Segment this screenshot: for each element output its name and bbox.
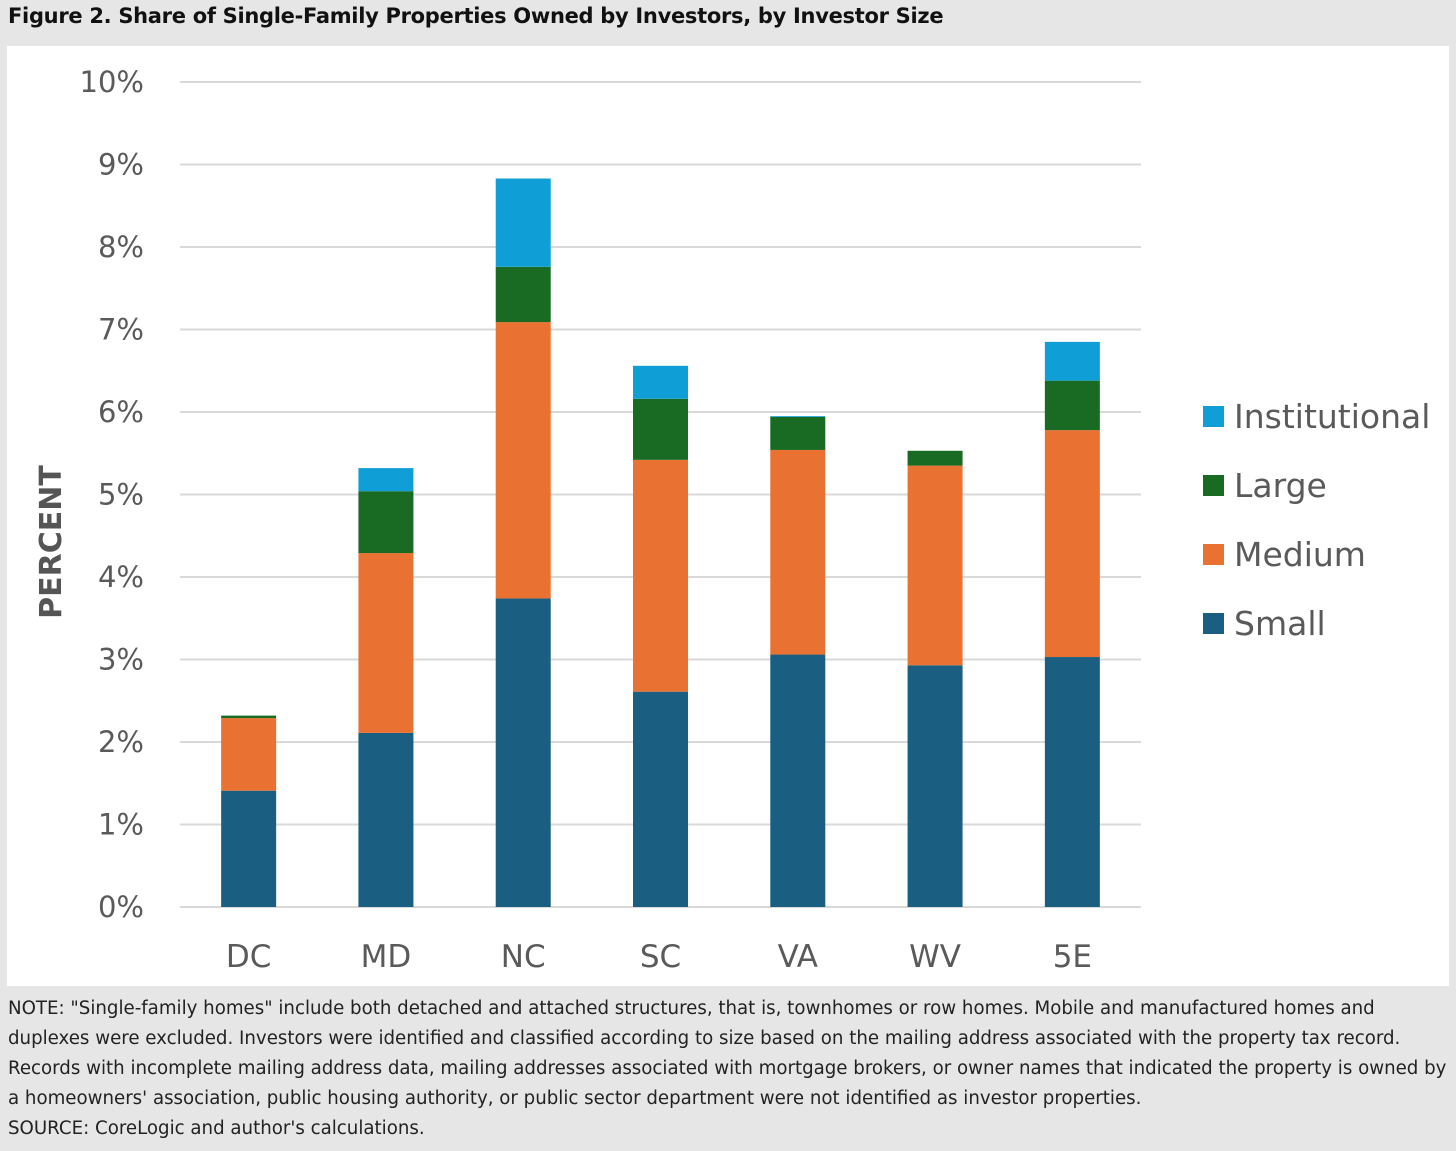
bar-dc-small xyxy=(221,790,277,907)
bar-va-small xyxy=(770,654,826,907)
y-tick-label: 4% xyxy=(98,560,144,594)
legend-swatch-medium xyxy=(1203,544,1224,565)
bar-md-institutional xyxy=(358,468,414,492)
bar-wv-medium xyxy=(907,465,963,666)
bar-md-large xyxy=(358,491,414,554)
bar-nc-institutional xyxy=(495,178,551,267)
bar-sc-institutional xyxy=(633,365,688,399)
y-tick-label: 3% xyxy=(98,643,144,677)
bar-va-institutional xyxy=(770,416,826,417)
bar-nc-medium xyxy=(495,322,551,599)
legend: Institutional Large Medium Small xyxy=(1203,397,1430,643)
legend-swatch-institutional xyxy=(1203,406,1224,427)
bar-dc-large xyxy=(221,715,277,719)
bar-nc-small xyxy=(495,598,551,907)
bar-wv-large xyxy=(907,450,963,466)
legend-swatch-small xyxy=(1203,613,1224,634)
y-tick-label: 7% xyxy=(98,313,144,347)
x-category-label: VA xyxy=(778,939,818,975)
bar-va-medium xyxy=(770,449,826,655)
y-tick-label: 5% xyxy=(98,478,144,512)
x-category-label: WV xyxy=(909,939,961,975)
y-tick-label: 8% xyxy=(98,230,144,264)
y-tick-label: 10% xyxy=(80,65,144,99)
legend-label-large: Large xyxy=(1234,466,1327,505)
y-tick-label: 2% xyxy=(98,725,144,759)
bar-md-medium xyxy=(358,553,414,733)
y-tick-label: 9% xyxy=(98,148,144,182)
x-category-label: 5E xyxy=(1053,939,1092,975)
bar-dc-medium xyxy=(221,718,277,791)
y-tick-label: 1% xyxy=(98,808,144,842)
bar-md-small xyxy=(358,732,414,907)
figure-title: Figure 2. Share of Single-Family Propert… xyxy=(8,4,944,28)
legend-swatch-large xyxy=(1203,475,1224,496)
bar-sc-medium xyxy=(633,459,688,692)
bar-wv-small xyxy=(907,665,963,907)
x-category-label: MD xyxy=(361,939,412,975)
legend-label-small: Small xyxy=(1234,604,1326,643)
x-axis-categories: DC MD NC SC VA WV 5E xyxy=(226,939,1092,975)
y-axis-title: PERCENT xyxy=(34,465,69,619)
bar-5e-small xyxy=(1044,657,1100,907)
y-axis-ticks: 0% 1% 2% 3% 4% 5% 6% 7% 8% 9% 10% xyxy=(80,65,144,924)
x-category-label: NC xyxy=(501,939,546,975)
y-tick-label: 6% xyxy=(98,395,144,429)
x-category-label: DC xyxy=(226,939,272,975)
bar-5e-medium xyxy=(1044,430,1100,658)
stacked-bar-chart: 0% 1% 2% 3% 4% 5% 6% 7% 8% 9% 10% DC MD NC SC VA WV 5E I… xyxy=(34,65,1430,975)
bar-5e-institutional xyxy=(1044,341,1100,381)
bar-nc-large xyxy=(495,266,551,323)
y-tick-label: 0% xyxy=(98,890,144,924)
bar-sc-small xyxy=(633,691,688,907)
bars xyxy=(221,178,1100,907)
legend-label-institutional: Institutional xyxy=(1234,397,1430,436)
note-text: NOTE: "Single-family homes" include both… xyxy=(8,998,1447,1109)
bar-va-large xyxy=(770,416,826,450)
source-text: SOURCE: CoreLogic and author's calculati… xyxy=(8,1118,425,1139)
bar-sc-large xyxy=(633,398,688,460)
bar-5e-large xyxy=(1044,380,1100,431)
chart-panel: 0% 1% 2% 3% 4% 5% 6% 7% 8% 9% 10% DC MD NC SC VA WV 5E I… xyxy=(7,46,1449,986)
x-category-label: SC xyxy=(640,939,681,975)
notes: NOTE: "Single-family homes" include both… xyxy=(8,994,1452,1144)
legend-label-medium: Medium xyxy=(1234,535,1366,574)
